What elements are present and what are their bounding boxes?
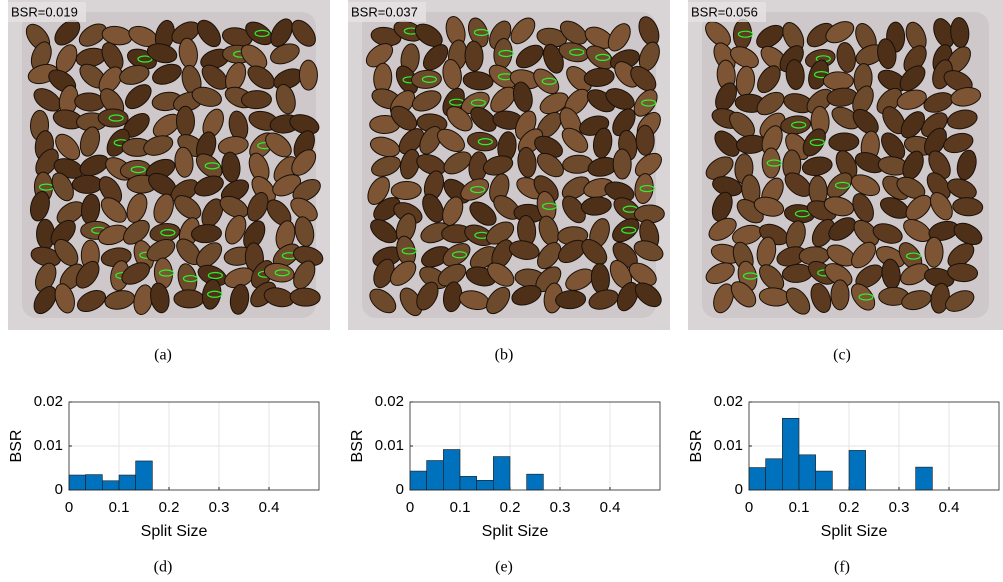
bar (427, 461, 444, 490)
bean (299, 60, 317, 90)
image-label: BSR=0.019 (11, 4, 78, 19)
bean (241, 90, 271, 109)
x-tick-label: 0.4 (259, 499, 280, 516)
chart-caption: (e) (495, 559, 513, 576)
bar (849, 450, 866, 490)
image-caption: (a) (154, 347, 172, 364)
bar (460, 476, 477, 490)
bar (69, 475, 86, 490)
bean (762, 148, 780, 178)
bar (749, 468, 766, 490)
photo-content (8, 0, 330, 330)
bean (831, 280, 849, 310)
y-tick-label: 0.01 (714, 437, 743, 454)
bar (493, 457, 510, 490)
x-tick-label: 0.3 (550, 499, 571, 516)
bar (102, 481, 119, 490)
y-tick-label: 0 (55, 481, 63, 498)
y-tick-label: 0 (735, 481, 743, 498)
x-tick-label: 0 (65, 499, 73, 516)
y-tick-label: 0.01 (375, 437, 404, 454)
x-tick-label: 0.4 (600, 499, 621, 516)
photo: BSR=0.037 (348, 0, 670, 330)
x-tick-label: 0.1 (789, 499, 810, 516)
x-tick-label: 0 (406, 499, 414, 516)
bar (443, 450, 460, 490)
bar (136, 461, 153, 490)
x-tick-label: 0.1 (450, 499, 471, 516)
photo-content (688, 0, 1003, 330)
y-tick-label: 0.02 (714, 393, 743, 410)
chart-caption: (d) (154, 559, 173, 576)
y-axis-label: BSR (8, 430, 25, 463)
bar (782, 418, 799, 490)
bean (465, 41, 484, 72)
bean (925, 237, 943, 267)
y-tick-label: 0.02 (34, 393, 63, 410)
bean (72, 175, 102, 193)
image-label: BSR=0.037 (351, 4, 418, 19)
x-tick-label: 0.3 (209, 499, 230, 516)
image-label: BSR=0.056 (691, 4, 758, 19)
x-axis-label: Split Size (821, 523, 888, 540)
photo: BSR=0.019 (8, 0, 330, 330)
x-tick-label: 0 (745, 499, 753, 516)
bean (174, 290, 204, 309)
y-tick-label: 0.01 (34, 437, 63, 454)
photo: BSR=0.056 (688, 0, 1003, 330)
x-axis-label: Split Size (482, 523, 549, 540)
x-tick-label: 0.2 (500, 499, 521, 516)
x-tick-label: 0.4 (939, 499, 960, 516)
y-tick-label: 0.02 (375, 393, 404, 410)
page: BSR=0.019 (a) BSR=0.037 (b) BSR=0.056 (c) 0 0.1… (0, 0, 1003, 582)
bean (176, 106, 194, 136)
x-tick-label: 0.3 (889, 499, 910, 516)
bean (823, 72, 853, 90)
bar (527, 474, 544, 490)
chart-caption: (f) (834, 559, 850, 576)
y-axis-label: BSR (349, 430, 366, 463)
bar (410, 471, 427, 490)
figure: BSR=0.019 (a) BSR=0.037 (b) BSR=0.056 (c) 0 0.1… (0, 0, 1003, 582)
bar (766, 459, 783, 490)
bean (636, 125, 655, 155)
y-axis-label: BSR (688, 430, 705, 463)
y-tick-label: 0 (396, 481, 404, 498)
bar (119, 475, 136, 490)
x-tick-label: 0.2 (159, 499, 180, 516)
image-caption: (b) (495, 347, 514, 364)
bean (613, 149, 631, 179)
x-axis-label: Split Size (141, 523, 208, 540)
photo-content (348, 0, 670, 330)
bar (916, 467, 933, 490)
bar (799, 455, 816, 490)
x-tick-label: 0.1 (109, 499, 130, 516)
bar (816, 471, 833, 490)
bean (98, 109, 128, 128)
bar (477, 480, 494, 490)
x-tick-label: 0.2 (839, 499, 860, 516)
bar (86, 475, 103, 490)
image-caption: (c) (833, 347, 851, 364)
